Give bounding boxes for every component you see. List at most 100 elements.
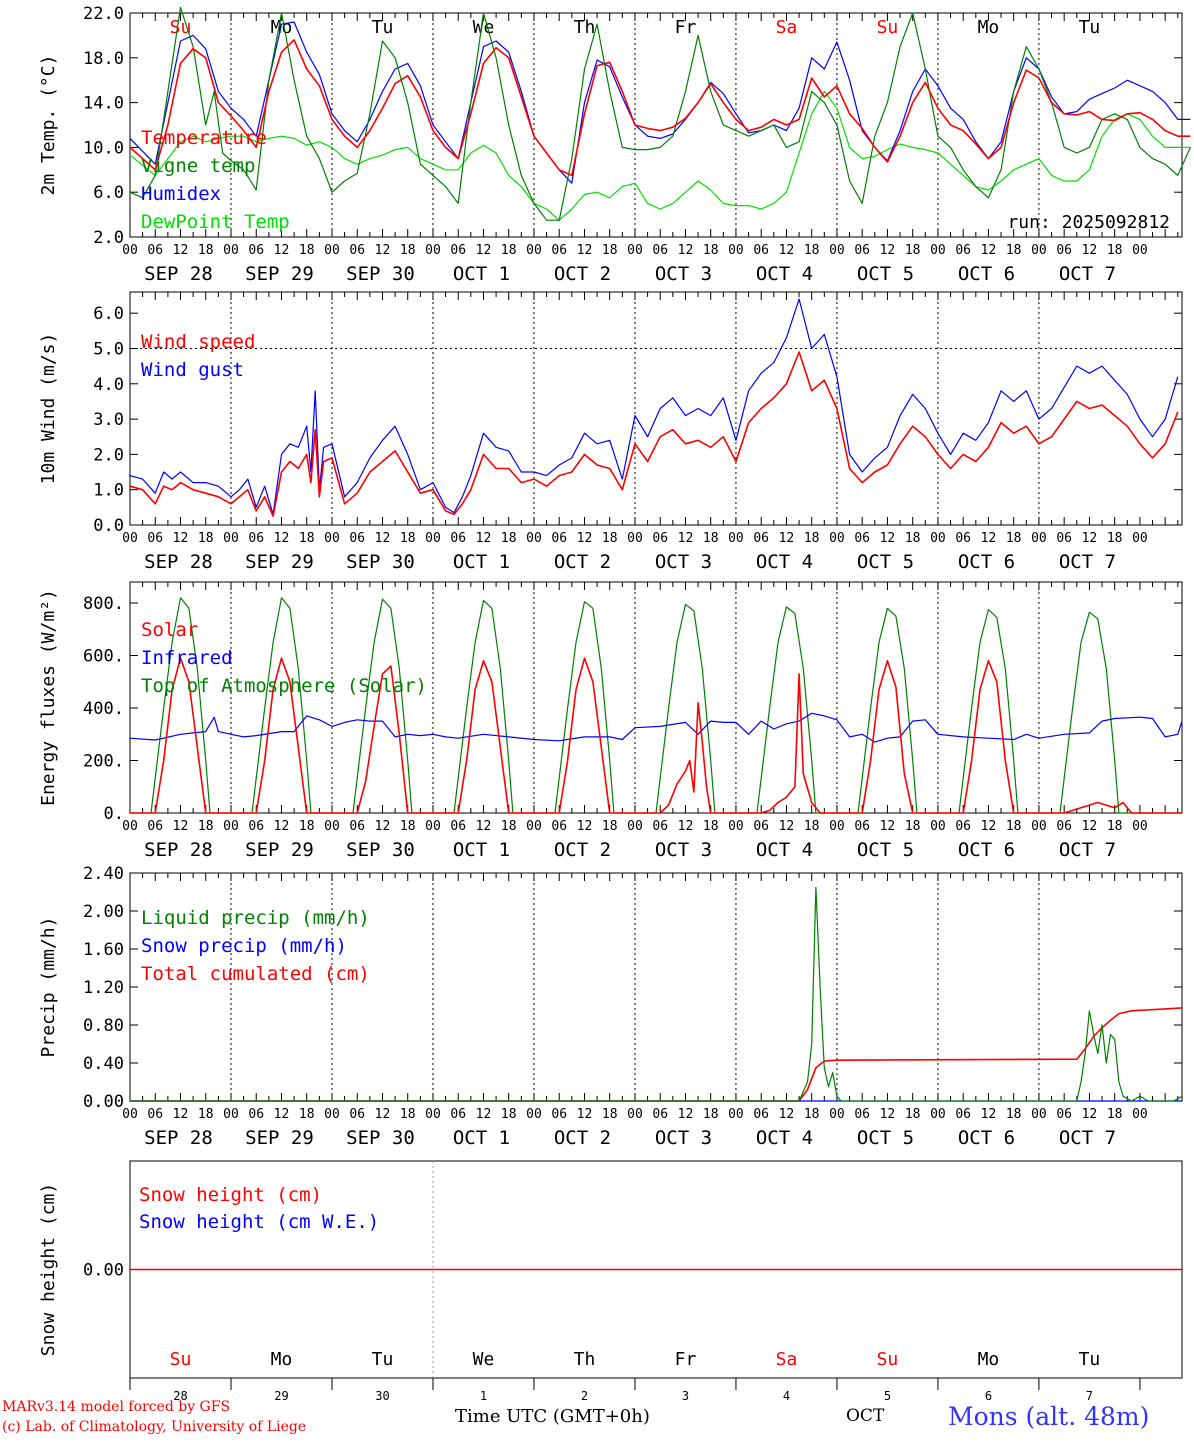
y-tick-label: 400. — [83, 699, 124, 719]
hour-tick-label: 18 — [804, 1107, 820, 1122]
date-label: OCT 6 — [958, 263, 1015, 285]
hour-tick-label: 06 — [248, 243, 264, 258]
run-annotation: run: 2025092812 — [1007, 212, 1170, 233]
date-label: OCT 4 — [756, 839, 813, 861]
hour-tick-label: 06 — [248, 531, 264, 546]
y-tick-label: 1.20 — [83, 978, 124, 998]
hour-tick-label: 06 — [551, 819, 567, 834]
hour-tick-label: 00 — [1132, 819, 1148, 834]
hour-tick-label: 06 — [652, 819, 668, 834]
hour-tick-label: 12 — [577, 819, 593, 834]
date-label: OCT 5 — [857, 551, 914, 573]
series-line — [129, 21, 1191, 184]
day-name-label: Tu — [372, 17, 394, 38]
hour-tick-label: 00 — [526, 531, 542, 546]
hour-tick-label: 06 — [652, 1107, 668, 1122]
hour-tick-label: 18 — [400, 819, 416, 834]
series-line — [129, 39, 1191, 177]
hour-tick-label: 12 — [1082, 243, 1098, 258]
hour-tick-label: 00 — [829, 531, 845, 546]
hour-tick-label: 06 — [349, 531, 365, 546]
hour-tick-label: 18 — [1107, 243, 1123, 258]
date-label: OCT 2 — [554, 263, 611, 285]
hour-tick-label: 00 — [122, 819, 138, 834]
date-label: OCT 7 — [1059, 263, 1116, 285]
plot-frame — [129, 12, 1183, 238]
hour-tick-label: 00 — [829, 243, 845, 258]
hour-tick-label: 18 — [198, 243, 214, 258]
date-label: OCT 7 — [1059, 839, 1116, 861]
hour-tick-label: 18 — [602, 1107, 618, 1122]
hour-tick-label: 00 — [324, 1107, 340, 1122]
hour-tick-label: 12 — [577, 531, 593, 546]
hour-tick-label: 06 — [652, 243, 668, 258]
y-tick-label: 2.40 — [83, 864, 124, 884]
date-label: OCT 3 — [655, 263, 712, 285]
series-line — [129, 6, 1191, 221]
hour-tick-label: 18 — [1107, 1107, 1123, 1122]
hour-tick-label: 12 — [375, 531, 391, 546]
hour-tick-label: 18 — [400, 1107, 416, 1122]
legend-entry: Total cumulated (cm) — [141, 963, 370, 985]
hour-tick-label: 00 — [223, 1107, 239, 1122]
date-label: OCT 4 — [756, 263, 813, 285]
date-label: OCT 1 — [453, 551, 510, 573]
hour-tick-label: 00 — [728, 243, 744, 258]
credit-info: (c) Lab. of Climatology, University of L… — [2, 1419, 307, 1435]
hour-tick-label: 12 — [880, 1107, 896, 1122]
date-label: OCT 1 — [453, 839, 510, 861]
date-label: OCT 2 — [554, 1127, 611, 1149]
hour-tick-label: 00 — [1031, 243, 1047, 258]
day-name-label: Fr — [675, 17, 697, 38]
date-label: SEP 28 — [144, 839, 213, 861]
y-tick-label: 22.0 — [83, 4, 124, 24]
hour-tick-label: 18 — [501, 243, 517, 258]
y-tick-label: 0. — [104, 804, 124, 824]
hour-tick-label: 06 — [1056, 1107, 1072, 1122]
y-axis-label: Snow height (cm) — [38, 1183, 59, 1356]
hour-tick-label: 12 — [1082, 1107, 1098, 1122]
hour-tick-label: 00 — [728, 1107, 744, 1122]
y-axis-label: Precip (mm/h) — [38, 917, 59, 1058]
day-name-label: Su — [877, 1349, 899, 1370]
hour-tick-label: 12 — [678, 1107, 694, 1122]
hour-tick-label: 06 — [551, 243, 567, 258]
y-axis-label: Energy fluxes (W/m²) — [38, 589, 59, 806]
day-name-label: Tu — [1079, 1349, 1101, 1370]
series-line — [130, 597, 1182, 814]
hour-tick-label: 18 — [299, 243, 315, 258]
y-tick-label: 4.0 — [93, 375, 124, 395]
hour-tick-label: 06 — [450, 243, 466, 258]
day-number-label: 7 — [1086, 1389, 1093, 1403]
y-tick-label: 6.0 — [93, 304, 124, 324]
y-tick-label: 0.00 — [83, 1092, 124, 1112]
y-axis-label: 2m Temp. (°C) — [38, 55, 59, 196]
hour-tick-label: 12 — [880, 243, 896, 258]
hour-tick-label: 06 — [349, 1107, 365, 1122]
hour-tick-label: 12 — [173, 531, 189, 546]
hour-tick-label: 18 — [905, 531, 921, 546]
hour-tick-label: 00 — [1132, 531, 1148, 546]
hour-tick-label: 18 — [1107, 819, 1123, 834]
time-axis-label: Time UTC (GMT+0h) — [455, 1406, 650, 1427]
legend-entry: Infrared — [141, 647, 233, 669]
hour-tick-label: 18 — [602, 243, 618, 258]
date-label: SEP 29 — [245, 551, 314, 573]
hour-tick-label: 12 — [981, 243, 997, 258]
hour-tick-label: 18 — [501, 531, 517, 546]
hour-tick-label: 00 — [627, 1107, 643, 1122]
y-tick-label: 10.0 — [83, 138, 124, 158]
hour-tick-label: 18 — [400, 243, 416, 258]
hour-tick-label: 00 — [324, 819, 340, 834]
hour-tick-label: 12 — [476, 819, 492, 834]
hour-tick-label: 06 — [349, 819, 365, 834]
hour-tick-label: 18 — [299, 1107, 315, 1122]
hour-tick-label: 06 — [551, 1107, 567, 1122]
date-label: SEP 30 — [346, 839, 415, 861]
day-number-label: 3 — [682, 1389, 689, 1403]
series-line — [129, 298, 1179, 516]
hour-tick-label: 06 — [248, 819, 264, 834]
legend-entry: Snow precip (mm/h) — [141, 935, 347, 957]
hour-tick-label: 00 — [1031, 1107, 1047, 1122]
